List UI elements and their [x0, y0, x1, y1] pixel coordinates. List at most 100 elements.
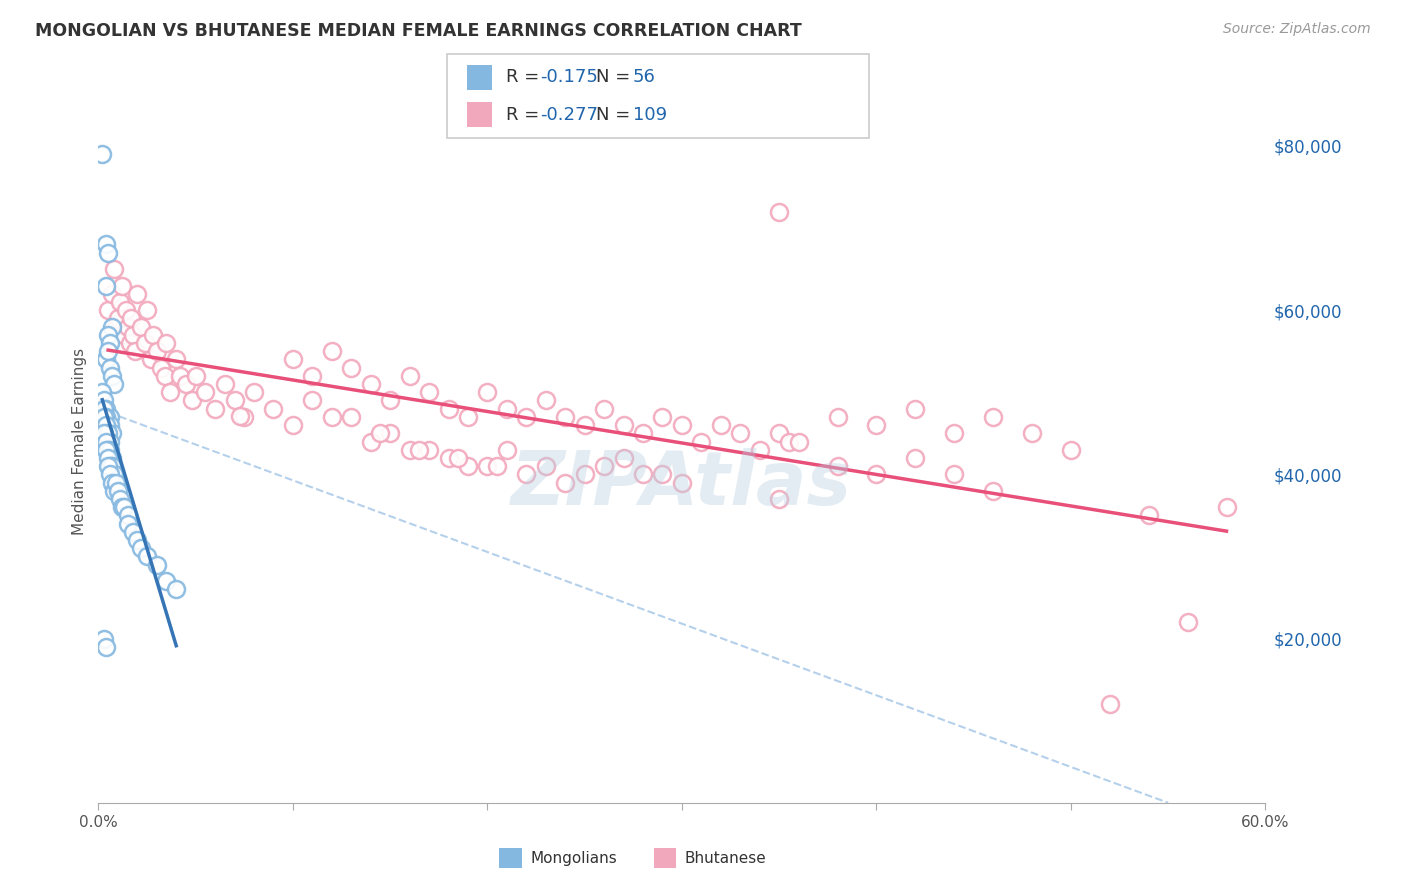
- Point: [97, 418, 120, 433]
- Point: [981, 409, 1004, 424]
- Point: [111, 278, 134, 293]
- Point: [398, 368, 420, 383]
- Y-axis label: Median Female Earnings: Median Female Earnings: [72, 348, 87, 535]
- Point: [112, 500, 135, 515]
- Text: Mongolians: Mongolians: [530, 851, 617, 865]
- Point: [243, 385, 266, 400]
- Point: [108, 295, 131, 310]
- Point: [229, 409, 252, 423]
- Point: [214, 377, 236, 392]
- Point: [515, 467, 537, 482]
- Point: [651, 467, 673, 482]
- Text: -0.175: -0.175: [540, 69, 598, 87]
- Point: [184, 368, 207, 383]
- Point: [96, 409, 118, 424]
- Point: [943, 467, 966, 482]
- Point: [107, 311, 129, 326]
- Point: [321, 409, 343, 424]
- Point: [904, 401, 927, 416]
- Point: [233, 409, 256, 424]
- Point: [165, 582, 187, 597]
- Point: [114, 303, 136, 318]
- Point: [96, 640, 118, 654]
- Point: [136, 303, 159, 318]
- Point: [91, 147, 114, 161]
- Point: [93, 632, 115, 646]
- Point: [97, 344, 120, 359]
- Point: [101, 426, 124, 441]
- Point: [457, 409, 479, 424]
- Point: [204, 401, 226, 416]
- Point: [768, 426, 790, 441]
- Point: [124, 344, 146, 359]
- Point: [496, 401, 519, 416]
- Point: [631, 426, 654, 441]
- Point: [174, 377, 197, 392]
- Text: N =: N =: [596, 69, 636, 87]
- Point: [360, 434, 382, 449]
- Point: [768, 204, 790, 219]
- Point: [827, 409, 849, 424]
- Point: [515, 409, 537, 424]
- Point: [827, 459, 849, 474]
- Point: [98, 434, 121, 449]
- Point: [496, 442, 519, 457]
- Point: [768, 491, 790, 506]
- Point: [340, 409, 363, 424]
- Point: [370, 426, 392, 441]
- Point: [121, 311, 143, 326]
- Point: [118, 336, 141, 351]
- Point: [447, 450, 470, 465]
- Point: [865, 467, 887, 482]
- Point: [97, 426, 120, 441]
- Point: [93, 393, 115, 408]
- Point: [748, 442, 770, 457]
- Point: [111, 500, 134, 515]
- Point: [1060, 442, 1083, 457]
- Point: [787, 434, 810, 449]
- Point: [262, 401, 284, 416]
- Point: [98, 442, 121, 457]
- Point: [122, 524, 145, 539]
- Point: [554, 475, 576, 490]
- Point: [91, 385, 114, 400]
- Point: [1137, 508, 1160, 523]
- Text: Bhutanese: Bhutanese: [685, 851, 766, 865]
- Point: [96, 352, 118, 367]
- Point: [129, 319, 152, 334]
- Point: [127, 286, 149, 301]
- Point: [97, 303, 120, 318]
- Point: [146, 558, 169, 572]
- Point: [103, 377, 125, 392]
- Point: [1098, 698, 1121, 712]
- Point: [1021, 426, 1043, 441]
- Point: [93, 426, 115, 441]
- Point: [101, 319, 124, 334]
- Text: -0.277: -0.277: [540, 105, 598, 123]
- Point: [360, 377, 382, 392]
- Point: [98, 360, 121, 375]
- Point: [97, 450, 120, 465]
- Point: [613, 450, 636, 465]
- Point: [437, 450, 460, 465]
- Text: 109: 109: [633, 105, 666, 123]
- Point: [321, 344, 343, 359]
- Point: [574, 418, 596, 433]
- Point: [149, 360, 172, 375]
- Point: [554, 409, 576, 424]
- Text: ZIPAtlas: ZIPAtlas: [512, 449, 852, 522]
- Point: [593, 459, 616, 474]
- Point: [1177, 615, 1199, 630]
- Point: [710, 418, 733, 433]
- Point: [98, 336, 121, 351]
- Point: [117, 516, 139, 531]
- Point: [96, 418, 118, 433]
- Point: [340, 360, 363, 375]
- Point: [101, 368, 124, 383]
- Point: [380, 426, 402, 441]
- Point: [97, 409, 120, 424]
- Text: N =: N =: [596, 105, 636, 123]
- Point: [155, 574, 177, 588]
- Point: [98, 459, 121, 474]
- Text: Source: ZipAtlas.com: Source: ZipAtlas.com: [1223, 22, 1371, 37]
